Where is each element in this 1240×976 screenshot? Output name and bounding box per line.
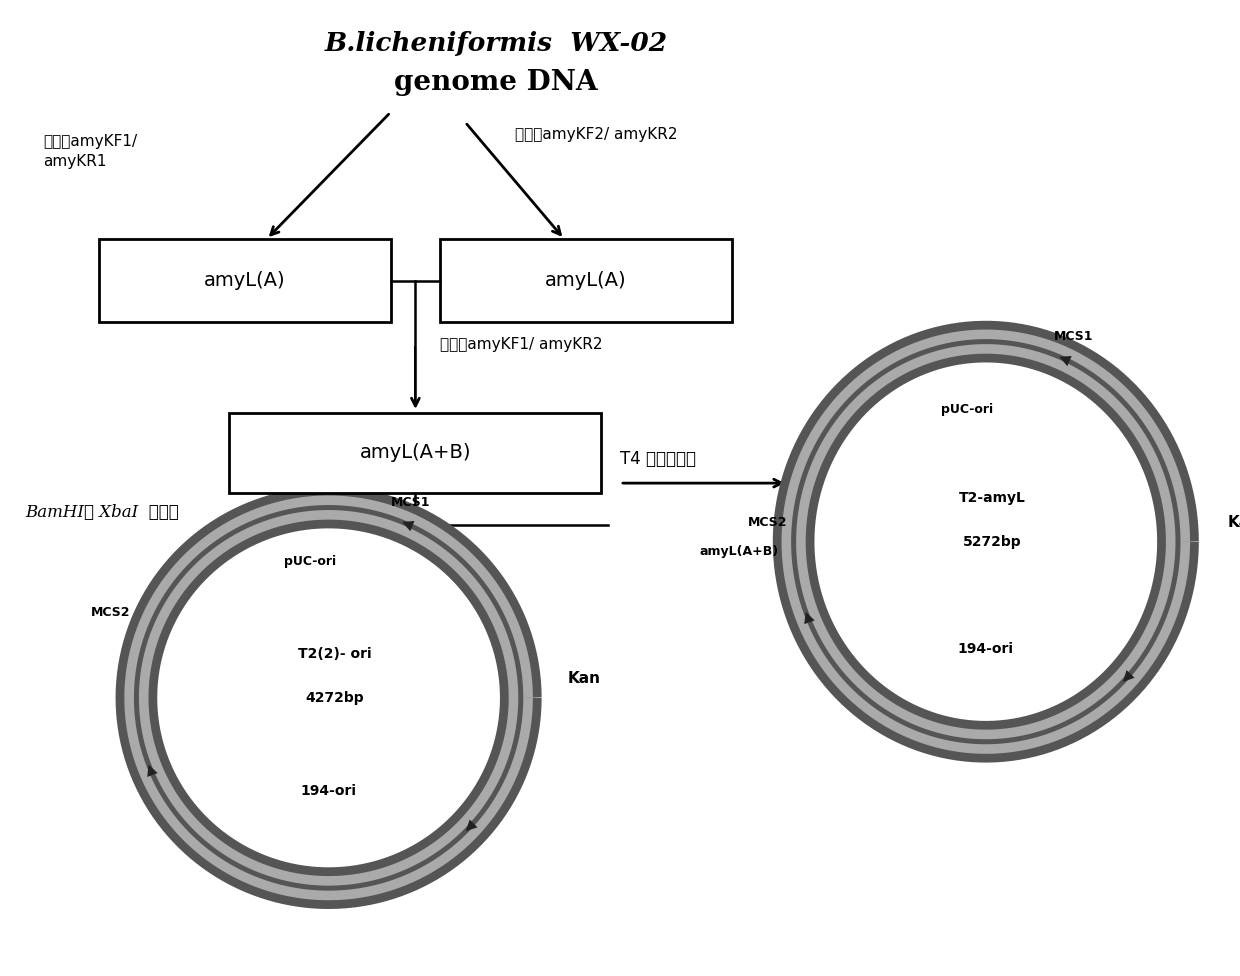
Text: amyL(A): amyL(A) [203,271,285,290]
Text: 引物：amyKF1/ amyKR2: 引物：amyKF1/ amyKR2 [440,337,603,351]
Text: 194-ori: 194-ori [957,642,1014,656]
Text: amyL(A+B): amyL(A+B) [699,545,779,558]
Text: 引物：amyKF2/ amyKR2: 引物：amyKF2/ amyKR2 [515,127,677,142]
Text: amyL(A): amyL(A) [544,271,626,290]
FancyBboxPatch shape [440,239,732,322]
Text: Kan: Kan [568,671,601,686]
Text: MCS1: MCS1 [1054,330,1094,344]
Text: genome DNA: genome DNA [394,69,598,97]
Text: pUC-ori: pUC-ori [284,554,336,568]
Text: MCS2: MCS2 [748,515,787,529]
Text: T2-amyL: T2-amyL [959,491,1025,505]
Text: MCS1: MCS1 [391,496,430,509]
Text: T2(2)- ori: T2(2)- ori [298,647,372,661]
Text: Kan: Kan [1228,514,1240,530]
FancyBboxPatch shape [99,239,391,322]
Text: 4272bp: 4272bp [305,691,365,705]
Text: MCS2: MCS2 [91,606,130,619]
Text: BamHI和 XbaI  双酶切: BamHI和 XbaI 双酶切 [25,504,179,521]
Text: amyL(A+B): amyL(A+B) [360,443,471,463]
Text: B.licheniformis  WX-02: B.licheniformis WX-02 [325,31,667,57]
Text: pUC-ori: pUC-ori [941,403,993,417]
Text: 引物：amyKF1/
amyKR1: 引物：amyKF1/ amyKR1 [43,134,138,169]
Text: 194-ori: 194-ori [300,784,357,797]
FancyBboxPatch shape [229,413,601,493]
Text: T4 连接酶连接: T4 连接酶连接 [620,450,696,468]
Text: 5272bp: 5272bp [962,535,1022,549]
